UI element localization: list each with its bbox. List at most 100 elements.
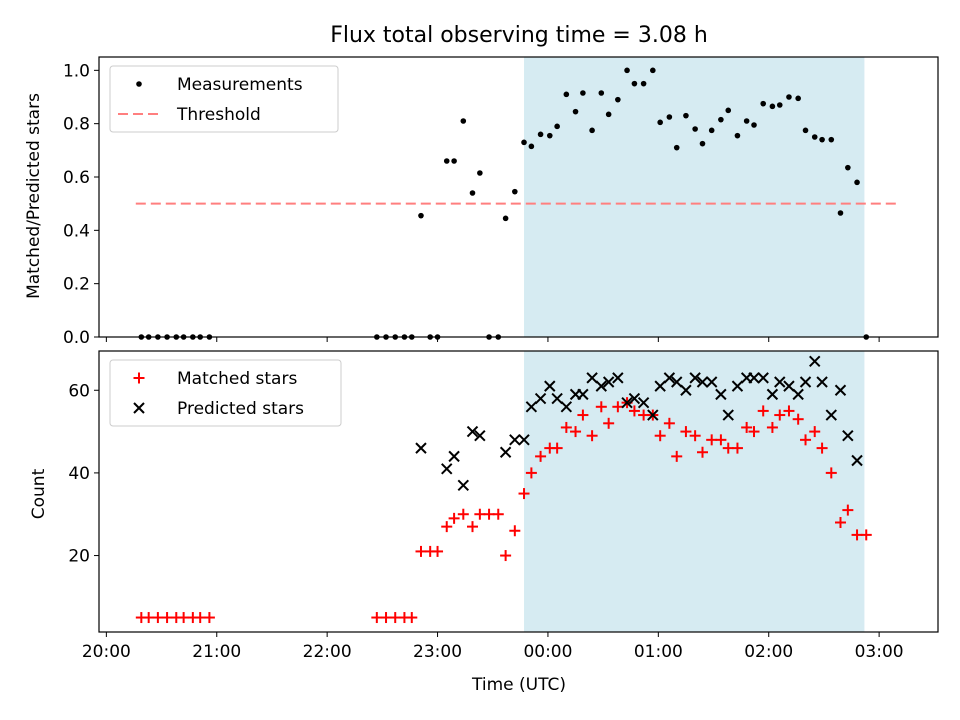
data-point bbox=[460, 118, 467, 124]
legend-box bbox=[109, 65, 339, 133]
data-point bbox=[638, 409, 650, 421]
y-tick-label: 0.8 bbox=[63, 115, 90, 135]
x-tick-label: 03:00 bbox=[855, 642, 904, 662]
data-point bbox=[637, 396, 650, 409]
data-point bbox=[663, 372, 676, 384]
data-point bbox=[551, 392, 563, 405]
data-point bbox=[152, 612, 164, 624]
data-point bbox=[860, 529, 872, 541]
x-tick-label: 21:00 bbox=[192, 642, 241, 662]
data-point bbox=[525, 467, 537, 479]
y-tick-label: 60 bbox=[68, 381, 90, 401]
data-point bbox=[809, 355, 821, 368]
data-point bbox=[512, 188, 518, 195]
data-point bbox=[722, 442, 734, 454]
data-point bbox=[741, 421, 753, 433]
data-point bbox=[492, 508, 504, 520]
data-point bbox=[828, 136, 835, 143]
data-point bbox=[432, 545, 444, 557]
legend-box bbox=[109, 359, 342, 427]
data-point bbox=[650, 67, 656, 74]
data-point bbox=[666, 114, 673, 120]
data-point bbox=[451, 158, 457, 164]
data-point bbox=[792, 388, 804, 401]
x-tick-label: 01:00 bbox=[634, 642, 683, 662]
y-tick-label: 40 bbox=[68, 464, 90, 484]
data-point bbox=[415, 442, 427, 454]
data-point bbox=[544, 380, 556, 392]
data-point bbox=[706, 434, 718, 446]
data-point bbox=[743, 118, 750, 124]
data-point bbox=[708, 127, 715, 134]
data-point bbox=[751, 122, 757, 128]
data-point bbox=[551, 442, 563, 454]
data-point bbox=[525, 401, 538, 413]
data-point bbox=[448, 450, 460, 463]
data-point bbox=[589, 127, 595, 134]
data-point bbox=[811, 134, 818, 140]
data-point bbox=[671, 376, 683, 388]
data-point bbox=[696, 376, 709, 388]
legend-label: Matched stars bbox=[177, 369, 297, 389]
data-point bbox=[448, 512, 460, 524]
series-matched-stars bbox=[135, 397, 872, 624]
data-point bbox=[621, 396, 633, 409]
data-point bbox=[825, 409, 837, 421]
data-point bbox=[640, 80, 647, 87]
y-tick-label: 20 bbox=[68, 547, 90, 567]
data-point bbox=[560, 401, 573, 413]
data-point bbox=[572, 108, 579, 115]
data-point bbox=[715, 388, 727, 401]
data-point bbox=[560, 421, 572, 433]
data-point bbox=[537, 131, 544, 138]
data-point bbox=[680, 384, 692, 396]
data-point bbox=[577, 409, 589, 421]
axes-frame bbox=[98, 350, 939, 633]
legend-marker bbox=[133, 402, 145, 414]
data-point bbox=[441, 463, 453, 475]
data-point bbox=[731, 380, 744, 392]
y-tick-label: 0.4 bbox=[63, 221, 90, 241]
x-tick-label: 23:00 bbox=[413, 642, 462, 662]
data-point bbox=[696, 446, 708, 458]
data-point bbox=[834, 384, 847, 396]
x-tick-label: 02:00 bbox=[744, 642, 793, 662]
data-point bbox=[466, 425, 479, 438]
data-point bbox=[483, 508, 495, 520]
data-point bbox=[457, 508, 469, 520]
data-point bbox=[612, 372, 624, 384]
data-point bbox=[554, 123, 560, 130]
data-point bbox=[469, 190, 476, 196]
x-tick-label: 20:00 bbox=[82, 642, 131, 662]
data-point bbox=[757, 372, 769, 384]
data-point bbox=[628, 392, 641, 405]
legend-label: Predicted stars bbox=[177, 399, 304, 419]
data-point bbox=[203, 612, 215, 624]
data-point bbox=[477, 170, 483, 176]
data-point bbox=[680, 426, 692, 438]
data-point bbox=[380, 612, 392, 624]
data-point bbox=[734, 132, 741, 139]
series-predicted-stars bbox=[415, 355, 863, 492]
data-point bbox=[521, 139, 527, 146]
data-point bbox=[595, 401, 607, 413]
data-point bbox=[499, 446, 512, 458]
x-tick-label: 00:00 bbox=[523, 642, 572, 662]
data-point bbox=[800, 434, 812, 446]
legend-marker bbox=[133, 372, 145, 384]
data-point bbox=[603, 417, 615, 429]
data-point bbox=[851, 529, 863, 541]
data-point bbox=[457, 479, 470, 492]
data-point bbox=[518, 488, 530, 500]
data-point bbox=[809, 426, 821, 438]
data-point bbox=[563, 91, 570, 98]
data-point bbox=[802, 127, 809, 134]
data-point bbox=[443, 158, 450, 164]
data-point bbox=[500, 550, 512, 562]
data-point bbox=[825, 467, 837, 479]
data-point bbox=[406, 612, 418, 624]
data-point bbox=[722, 409, 734, 421]
legend: Measurements Threshold bbox=[109, 65, 339, 133]
data-point bbox=[776, 102, 783, 108]
data-point bbox=[795, 95, 801, 102]
